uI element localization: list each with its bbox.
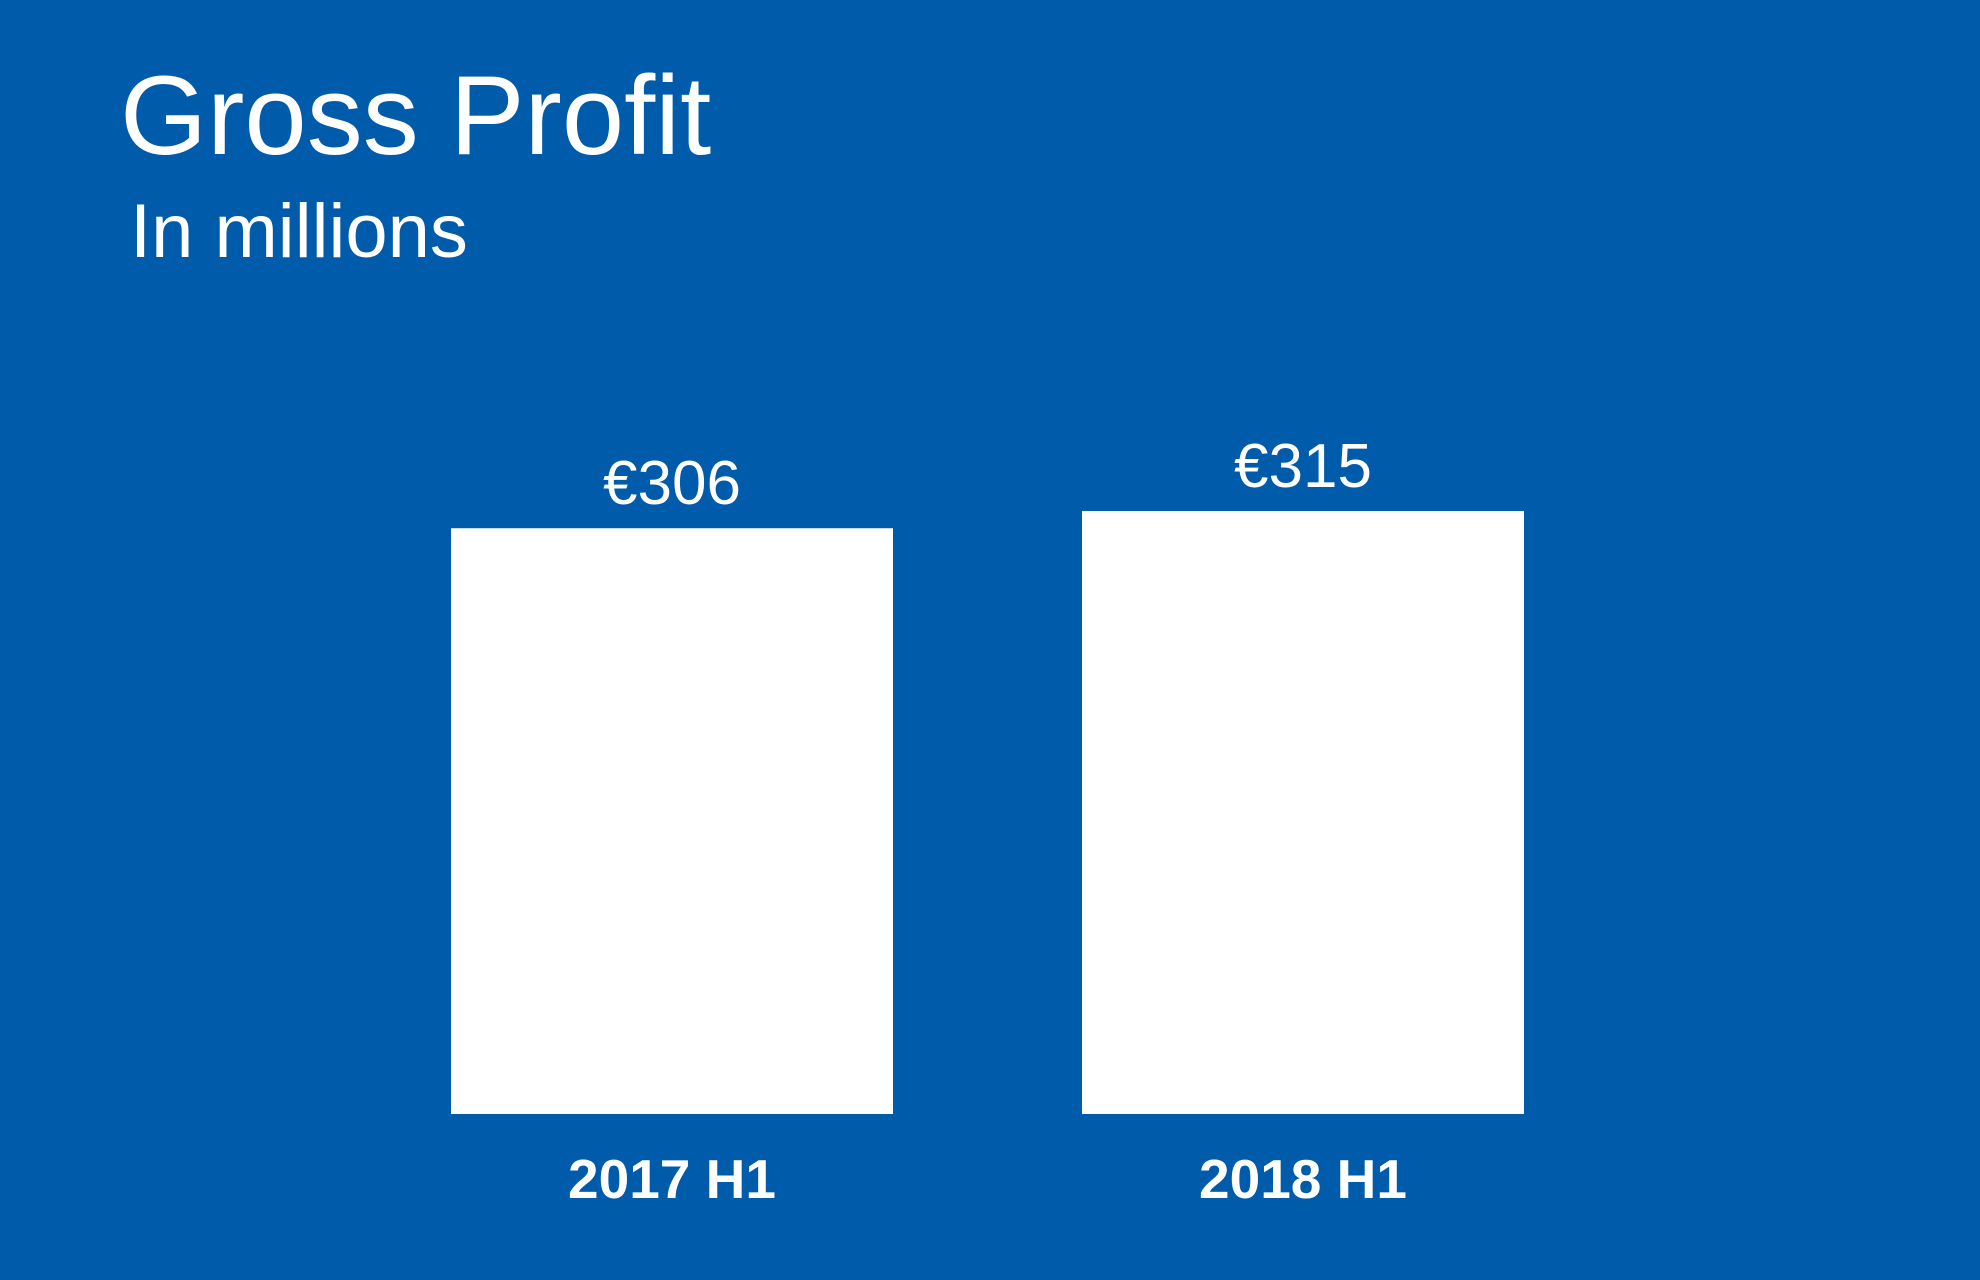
- bar-2018-h1: [1082, 511, 1524, 1114]
- bar-2017-h1: [451, 528, 893, 1114]
- value-label: €306: [603, 449, 741, 518]
- chart-title: Gross Profit: [120, 53, 712, 178]
- value-label: €315: [1234, 432, 1372, 501]
- category-label: 2018 H1: [1199, 1148, 1407, 1210]
- chart-subtitle: In millions: [130, 189, 468, 274]
- category-label: 2017 H1: [568, 1148, 776, 1210]
